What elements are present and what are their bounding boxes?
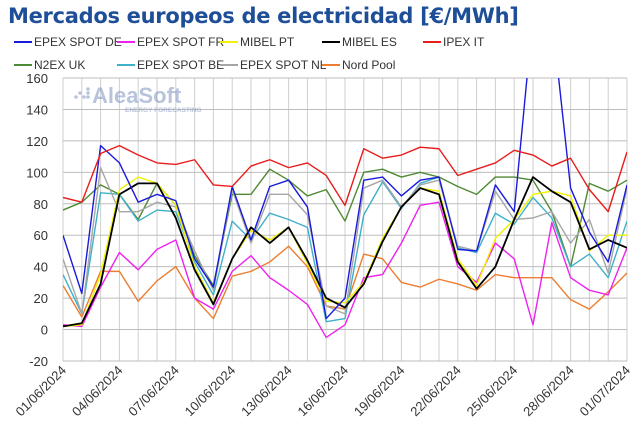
x-tick-label: 22/06/2024 [407,363,464,420]
chart-title: Mercados europeos de electricidad [€/MWh… [8,4,519,28]
logo-dot [86,87,90,91]
x-tick-label: 07/06/2024 [125,363,182,420]
legend-item: MIBEL ES [322,35,397,49]
x-tick-label: 25/06/2024 [464,363,521,420]
x-tick-label: 01/06/2024 [12,363,69,420]
series-line-epex-spot-nl [63,166,627,315]
legend-label: Nord Pool [342,58,396,72]
y-tick-label: 20 [34,291,48,306]
legend-item: EPEX SPOT NL [220,58,326,72]
logo-dot [74,95,78,99]
y-tick-label: 80 [34,197,48,212]
series-line-ipex-it [63,144,627,213]
legend-swatch [322,64,340,66]
y-tick-label: 120 [26,134,48,149]
logo-dot [86,91,90,95]
y-tick-label: 0 [41,323,48,338]
legend-label: IPEX IT [443,35,485,49]
series-line-mibel-es [63,176,627,328]
legend-item: EPEX SPOT DE [14,35,122,49]
logo-dot [78,91,82,95]
legend-label: EPEX SPOT DE [34,35,122,49]
y-tick-label: 160 [26,71,48,86]
legend-item: IPEX IT [423,35,484,49]
y-tick-label: -20 [29,354,48,369]
y-tick-label: 140 [26,102,48,117]
legend-item: EPEX SPOT BE [117,58,224,72]
logo-dot [82,95,86,99]
legend-swatch [322,41,340,43]
y-tick-label: 100 [26,165,48,180]
series-line-epex-spot-fr [63,201,627,339]
x-tick-label: 04/06/2024 [69,363,126,420]
legend-swatch [14,41,32,43]
legend-label: MIBEL PT [240,35,295,49]
legend-swatch [117,41,135,43]
legend-label: EPEX SPOT NL [240,58,327,72]
legend-item: MIBEL PT [220,35,294,49]
legend-swatch [117,64,135,66]
legend-swatch [220,64,238,66]
x-tick-label: 01/07/2024 [576,363,633,420]
logo-text: AleaSoft [92,83,182,108]
y-tick-label: 60 [34,228,48,243]
legend-item: EPEX SPOT FR [117,35,224,49]
legend-swatch [423,41,441,43]
legend-swatch [220,41,238,43]
legend-label: EPEX SPOT BE [137,58,225,72]
plot-area [63,78,627,339]
x-tick-label: 16/06/2024 [294,363,351,420]
series-line-epex-spot-be [63,176,627,323]
x-tick-label: 13/06/2024 [238,363,295,420]
x-tick-label: 28/06/2024 [520,363,577,420]
series-line-epex-spot-de [63,78,627,320]
legend-item: N2EX UK [14,58,85,72]
legend-item: Nord Pool [322,58,395,72]
y-tick-label: 40 [34,260,48,275]
legend-swatch [14,64,32,66]
logo-dot [86,95,90,99]
legend-label: MIBEL ES [342,35,397,49]
x-tick-label: 19/06/2024 [351,363,408,420]
x-tick-label: 10/06/2024 [182,363,239,420]
legend-label: N2EX UK [34,58,86,72]
legend-label: EPEX SPOT FR [137,35,225,49]
logo-tagline: ENERGY FORECASTING [125,107,201,114]
